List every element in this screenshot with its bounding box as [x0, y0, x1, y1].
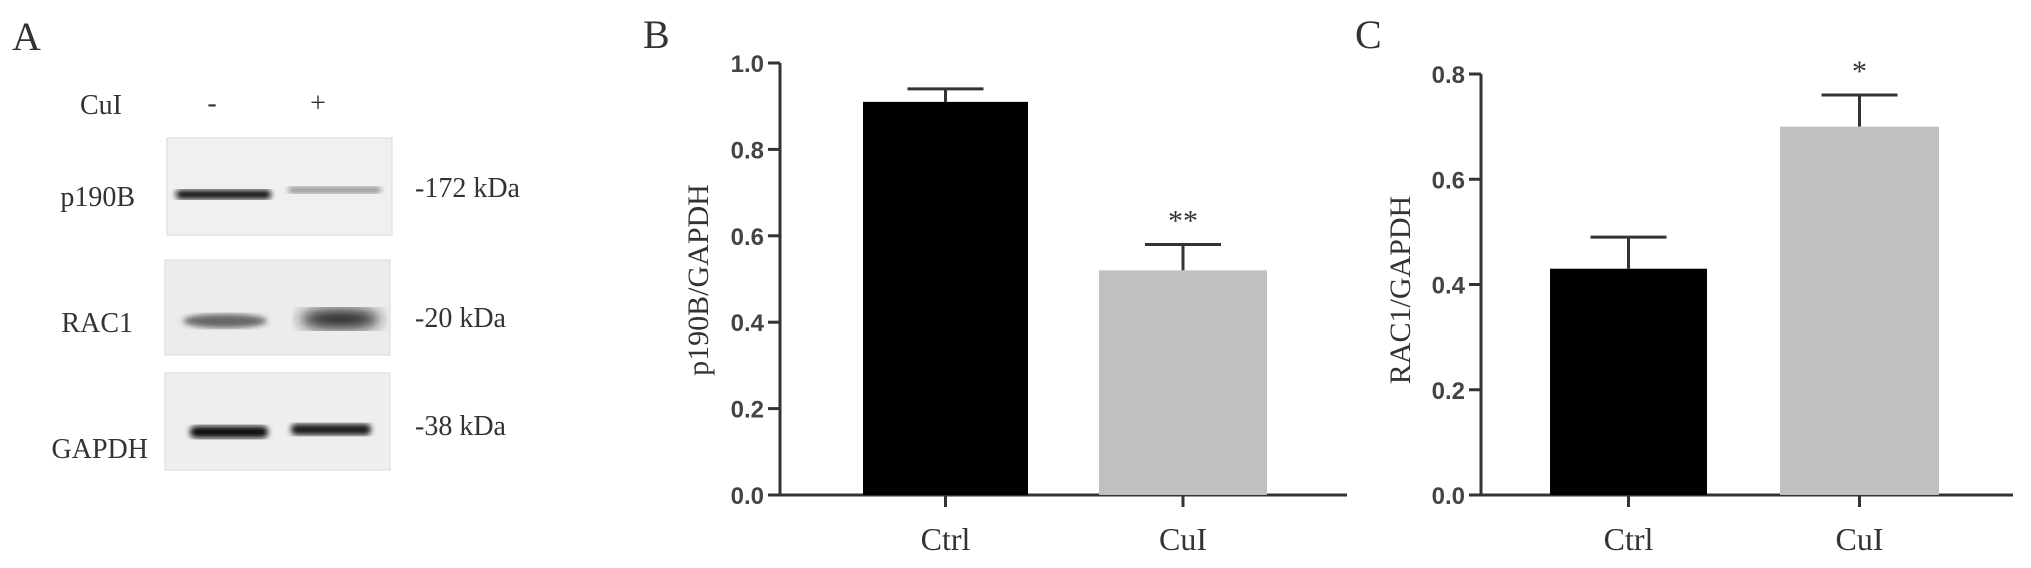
bar-cui — [1780, 126, 1939, 495]
x-tick-label: Ctrl — [1604, 521, 1654, 557]
lane-label-minus: - — [207, 88, 216, 119]
marker-label-gapdh: -38 kDa — [415, 411, 507, 442]
y-tick-label: 0.0 — [731, 483, 764, 510]
blot-gapdh — [164, 372, 391, 471]
band-p190b-ctrl — [176, 190, 271, 199]
y-tick-label: 0.2 — [731, 397, 764, 424]
band-p190b-cui — [288, 187, 381, 193]
marker-label-p190b: -172 kDa — [415, 173, 521, 204]
panel-b-chart: B p190B/GAPDH 0.0 0.2 0.4 0.6 0.8 1.0 Ctrl CuI *… — [643, 12, 1347, 557]
y-tick-label: 0.6 — [731, 224, 764, 251]
y-tick-label: 0.4 — [1432, 273, 1466, 300]
x-tick-label: Ctrl — [921, 521, 971, 557]
lane-label-plus: + — [310, 88, 326, 119]
y-axis-label: p190B/GAPDH — [682, 184, 715, 376]
bar-cui — [1099, 270, 1267, 495]
y-tick-label: 0.0 — [1432, 483, 1465, 510]
panel-letter-c: C — [1355, 12, 1382, 57]
bar-ctrl — [863, 101, 1028, 495]
y-tick-label: 0.8 — [1432, 62, 1465, 89]
y-axis-label: RAC1/GAPDH — [1384, 196, 1417, 384]
marker-label-rac1: -20 kDa — [415, 303, 507, 334]
panel-a: A CuI - + p190B -172 kDa RAC1 -20 kDa GA… — [12, 14, 521, 471]
blot-rac1 — [164, 259, 391, 356]
panel-letter-a: A — [12, 14, 41, 59]
panel-letter-b: B — [643, 12, 670, 57]
y-tick-label: 0.2 — [1432, 378, 1465, 405]
y-tick-label: 0.4 — [731, 310, 765, 337]
significance-marker: ** — [1168, 204, 1198, 237]
treatment-label: CuI — [80, 90, 122, 121]
band-gapdh-ctrl — [190, 426, 268, 438]
band-gapdh-cui — [291, 424, 371, 435]
band-rac1-ctrl — [183, 314, 267, 328]
significance-marker: * — [1852, 55, 1867, 88]
bar-ctrl — [1550, 268, 1707, 495]
protein-label-rac1: RAC1 — [61, 308, 133, 339]
y-tick-label: 0.8 — [731, 137, 764, 164]
panel-c-chart: C RAC1/GAPDH 0.0 0.2 0.4 0.6 0.8 Ctrl CuI * — [1355, 12, 2013, 557]
blot-p190b — [166, 137, 393, 236]
x-tick-label: CuI — [1159, 521, 1207, 557]
protein-label-gapdh: GAPDH — [52, 434, 148, 465]
x-tick-label: CuI — [1836, 521, 1884, 557]
band-rac1-cui — [300, 309, 380, 329]
y-tick-label: 0.6 — [1432, 167, 1465, 194]
y-tick-label: 1.0 — [731, 51, 764, 78]
protein-label-p190b: p190B — [60, 182, 135, 213]
